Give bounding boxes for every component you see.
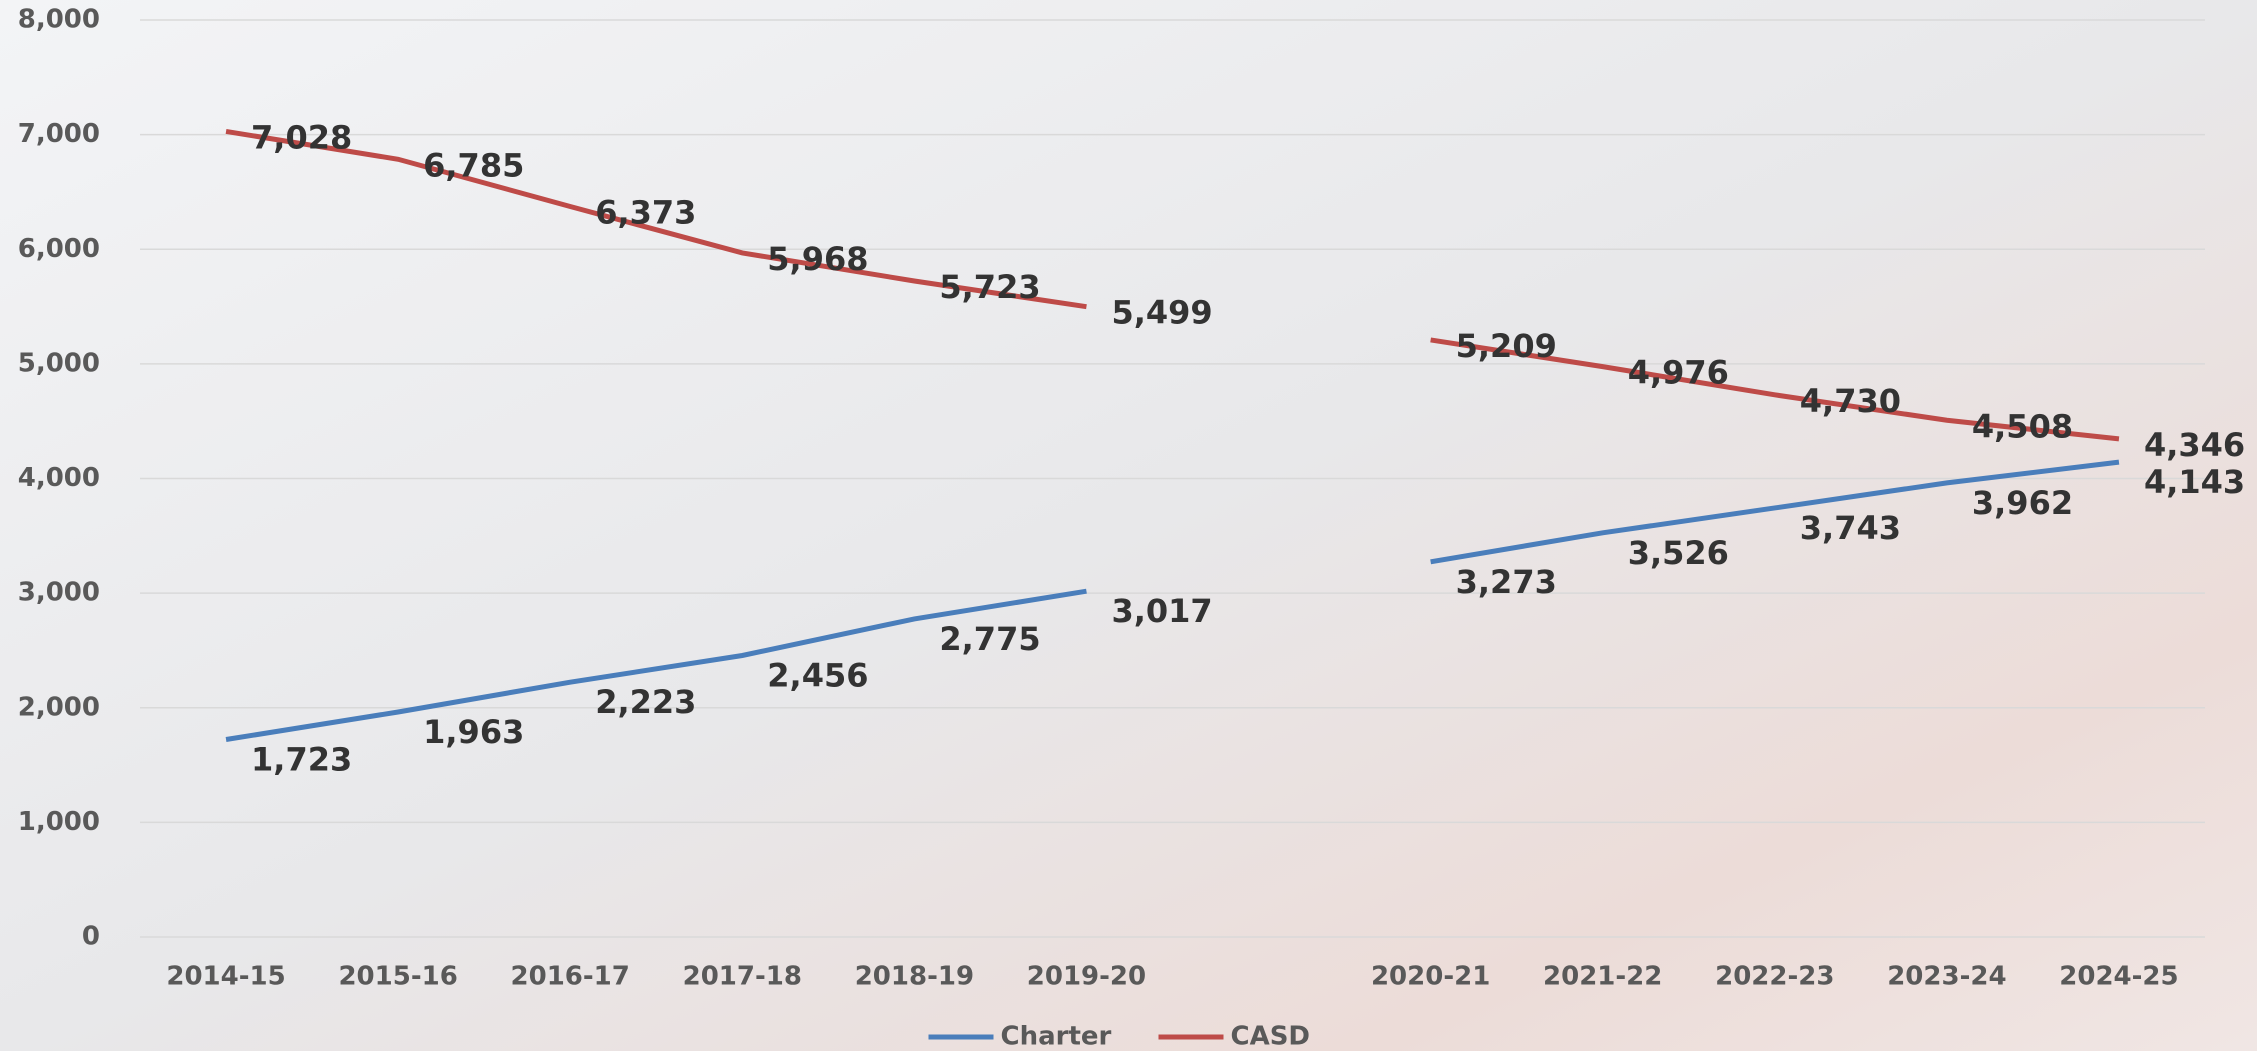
x-tick-label: 2014-15 [166, 962, 285, 992]
chart: 0 1,000 2,000 3,000 4,000 5,000 6,000 7,000 8,00… [0, 0, 2257, 1051]
data-label: 3,017 [1111, 592, 1212, 630]
x-tick-label: 2019-20 [1027, 962, 1146, 992]
data-label: 6,785 [423, 146, 524, 184]
x-tick-label: 2017-18 [683, 962, 802, 992]
x-tick-label: 2021-22 [1543, 962, 1662, 992]
data-label: 7,028 [251, 118, 352, 156]
y-tick-label: 5,000 [18, 348, 100, 378]
y-tick-label: 4,000 [18, 463, 100, 493]
x-tick-label: 2024-25 [2059, 962, 2178, 992]
data-label: 5,968 [767, 240, 868, 278]
data-label: 1,963 [423, 713, 524, 751]
data-label: 1,723 [251, 741, 352, 779]
data-label: 3,962 [1972, 484, 2073, 522]
legend-label: CASD [1231, 1022, 1311, 1051]
y-tick-label: 1,000 [18, 807, 100, 837]
data-label: 6,373 [595, 193, 696, 231]
y-tick-label: 7,000 [18, 119, 100, 149]
y-tick-label: 8,000 [18, 5, 100, 35]
data-label: 3,273 [1456, 563, 1557, 601]
data-label: 4,143 [2144, 463, 2245, 501]
data-label: 4,976 [1628, 354, 1729, 392]
data-label: 3,526 [1628, 534, 1729, 572]
data-label: 3,743 [1800, 509, 1901, 547]
x-tick-label: 2018-19 [855, 962, 974, 992]
data-label: 4,346 [2144, 426, 2245, 464]
data-label: 4,730 [1800, 382, 1901, 420]
data-label: 5,499 [1111, 294, 1212, 332]
y-tick-label: 0 [82, 922, 100, 952]
x-tick-label: 2015-16 [338, 962, 457, 992]
y-tick-label: 3,000 [18, 578, 100, 608]
x-tick-label: 2023-24 [1887, 962, 2006, 992]
x-tick-label: 2020-21 [1371, 962, 1490, 992]
y-tick-label: 2,000 [18, 692, 100, 722]
data-label: 2,456 [767, 656, 868, 694]
data-label: 5,209 [1456, 327, 1557, 365]
data-label: 5,723 [939, 268, 1040, 306]
x-tick-label: 2022-23 [1715, 962, 1834, 992]
x-tick-label: 2016-17 [511, 962, 630, 992]
data-label: 2,775 [939, 620, 1040, 658]
data-label: 4,508 [1972, 407, 2073, 445]
data-label: 2,223 [595, 683, 696, 721]
background [0, 0, 2257, 1051]
legend-label: Charter [1001, 1022, 1112, 1051]
y-tick-label: 6,000 [18, 234, 100, 264]
